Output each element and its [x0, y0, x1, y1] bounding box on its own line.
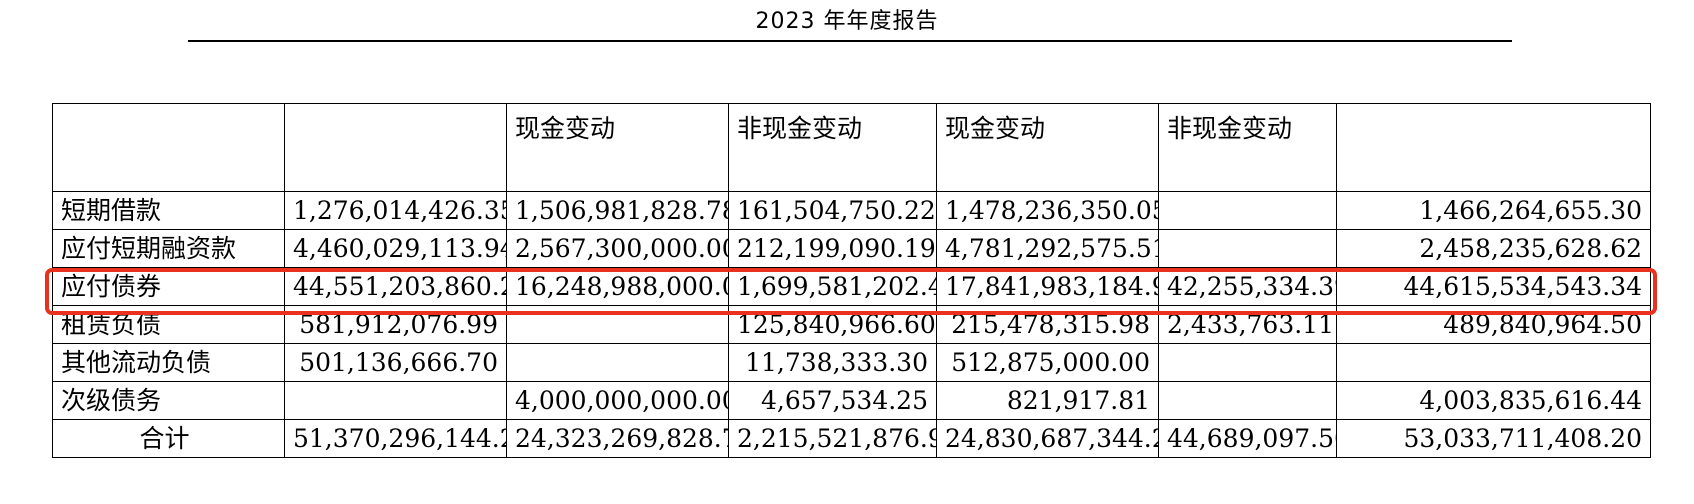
- table-cell: 4,657,534.25: [728, 381, 937, 420]
- row-label: 应付短期融资款: [52, 229, 285, 268]
- table-row: 其他流动负债 501,136,666.70 11,738,333.30 512,…: [52, 343, 1651, 382]
- table-cell: 1,466,264,655.30: [1336, 191, 1651, 230]
- table-cell: 512,875,000.00: [936, 343, 1159, 382]
- table-cell: 42,255,334.39: [1158, 267, 1337, 306]
- table-cell: 24,323,269,828.78: [506, 419, 729, 458]
- table-cell: [1158, 191, 1337, 230]
- column-header: 非现金变动: [1158, 103, 1337, 192]
- table-cell: 17,841,983,184.93: [936, 267, 1159, 306]
- table-cell: 11,738,333.30: [728, 343, 937, 382]
- table-cell: 501,136,666.70: [284, 343, 507, 382]
- table-cell: 821,917.81: [936, 381, 1159, 420]
- column-header: 现金变动: [506, 103, 729, 192]
- column-header: 非现金变动: [728, 103, 937, 192]
- row-label: 合计: [52, 419, 285, 458]
- table-cell: 4,003,835,616.44: [1336, 381, 1651, 420]
- table-row: 短期借款 1,276,014,426.35 1,506,981,828.78 1…: [52, 191, 1651, 230]
- table-cell: 2,567,300,000.00: [506, 229, 729, 268]
- table-cell: 44,551,203,860.26: [284, 267, 507, 306]
- table-cell: 4,000,000,000.00: [506, 381, 729, 420]
- row-label: 租赁负债: [52, 305, 285, 344]
- table-cell: [506, 343, 729, 382]
- header-divider: [188, 40, 1512, 42]
- row-label: 短期借款: [52, 191, 285, 230]
- table-row: 次级债务 4,000,000,000.00 4,657,534.25 821,9…: [52, 381, 1651, 420]
- table-cell: 1,506,981,828.78: [506, 191, 729, 230]
- table-cell: 161,504,750.22: [728, 191, 937, 230]
- cash-flow-liabilities-table: 现金变动 非现金变动 现金变动 非现金变动 短期借款 1,276,014,426…: [52, 103, 1651, 458]
- row-label: 次级债务: [52, 381, 285, 420]
- column-header: [1336, 103, 1651, 192]
- table-cell: 51,370,296,144.24: [284, 419, 507, 458]
- table-cell: 4,460,029,113.94: [284, 229, 507, 268]
- table-cell: [1158, 229, 1337, 268]
- table-row-highlighted: 应付债券 44,551,203,860.26 16,248,988,000.00…: [52, 267, 1651, 306]
- table-cell: 24,830,687,344.28: [936, 419, 1159, 458]
- column-header: [284, 103, 507, 192]
- table-cell: 581,912,076.99: [284, 305, 507, 344]
- table-cell: 2,215,521,876.96: [728, 419, 937, 458]
- table-cell: 53,033,711,408.20: [1336, 419, 1651, 458]
- report-header-title: 2023 年年度报告: [755, 9, 939, 34]
- table-cell: 1,478,236,350.05: [936, 191, 1159, 230]
- table-cell: 212,199,090.19: [728, 229, 937, 268]
- table-cell: 489,840,964.50: [1336, 305, 1651, 344]
- table-cell: 1,699,581,202.40: [728, 267, 937, 306]
- table-header-row: 现金变动 非现金变动 现金变动 非现金变动: [52, 103, 1651, 192]
- row-label: 其他流动负债: [52, 343, 285, 382]
- table-cell: [1158, 381, 1337, 420]
- table-cell: [284, 381, 507, 420]
- table-cell: 16,248,988,000.00: [506, 267, 729, 306]
- table-cell: [1158, 343, 1337, 382]
- table-cell: 44,689,097.50: [1158, 419, 1337, 458]
- table-cell: 44,615,534,543.34: [1336, 267, 1651, 306]
- column-header: [52, 103, 285, 192]
- table-cell: [506, 305, 729, 344]
- table-row: 租赁负债 581,912,076.99 125,840,966.60 215,4…: [52, 305, 1651, 344]
- table-cell: 4,781,292,575.51: [936, 229, 1159, 268]
- row-label: 应付债券: [52, 267, 285, 306]
- table-cell: 1,276,014,426.35: [284, 191, 507, 230]
- table-cell: 125,840,966.60: [728, 305, 937, 344]
- table-cell: 215,478,315.98: [936, 305, 1159, 344]
- column-header: 现金变动: [936, 103, 1159, 192]
- table-cell: 2,433,763.11: [1158, 305, 1337, 344]
- table-cell: 2,458,235,628.62: [1336, 229, 1651, 268]
- table-cell: [1336, 343, 1651, 382]
- table-row: 应付短期融资款 4,460,029,113.94 2,567,300,000.0…: [52, 229, 1651, 268]
- table-total-row: 合计 51,370,296,144.24 24,323,269,828.78 2…: [52, 419, 1651, 458]
